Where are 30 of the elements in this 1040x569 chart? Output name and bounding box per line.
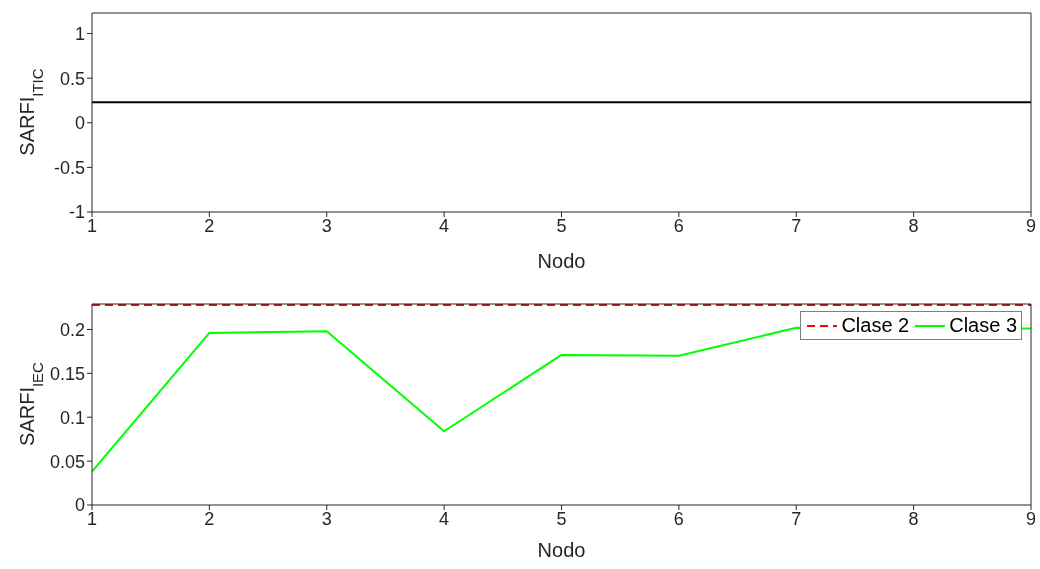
y-tick-label: 0.1: [59, 407, 85, 428]
x-tick-label: 3: [321, 508, 332, 529]
legend-label: Clase 2: [841, 314, 910, 337]
x-tick-label: 8: [908, 508, 919, 529]
y-tick-label: 0.05: [49, 451, 85, 472]
y-tick-label: 0: [74, 113, 85, 134]
y-tick-label: -0.5: [53, 157, 85, 178]
y-tick-label: -1: [68, 202, 85, 223]
x-tick-label: 7: [791, 508, 802, 529]
x-tick-label: 6: [673, 215, 684, 236]
x-tick-label: 5: [556, 215, 567, 236]
y-tick-label: 0: [74, 495, 85, 516]
x-tick-label: 2: [204, 215, 215, 236]
y-tick-label: 0.15: [49, 363, 85, 384]
x-axis-title: Nodo: [537, 539, 586, 561]
y-tick-label: 0.5: [59, 68, 85, 89]
x-tick-label: 9: [1025, 215, 1037, 236]
y-tick-label: 0.2: [59, 319, 85, 340]
x-tick-label: 8: [908, 215, 919, 236]
x-tick-label: 5: [556, 508, 567, 529]
x-tick-label: 9: [1025, 508, 1037, 529]
legend-label: Clase 3: [949, 314, 1017, 337]
x-tick-label: 3: [321, 215, 332, 236]
y-tick-label: 1: [74, 23, 85, 44]
x-tick-label: 4: [439, 508, 450, 529]
x-tick-label: 2: [204, 508, 215, 529]
x-tick-label: 6: [673, 508, 684, 529]
x-axis-title: Nodo: [537, 250, 586, 272]
x-tick-label: 7: [791, 215, 802, 236]
x-tick-label: 4: [439, 215, 450, 236]
